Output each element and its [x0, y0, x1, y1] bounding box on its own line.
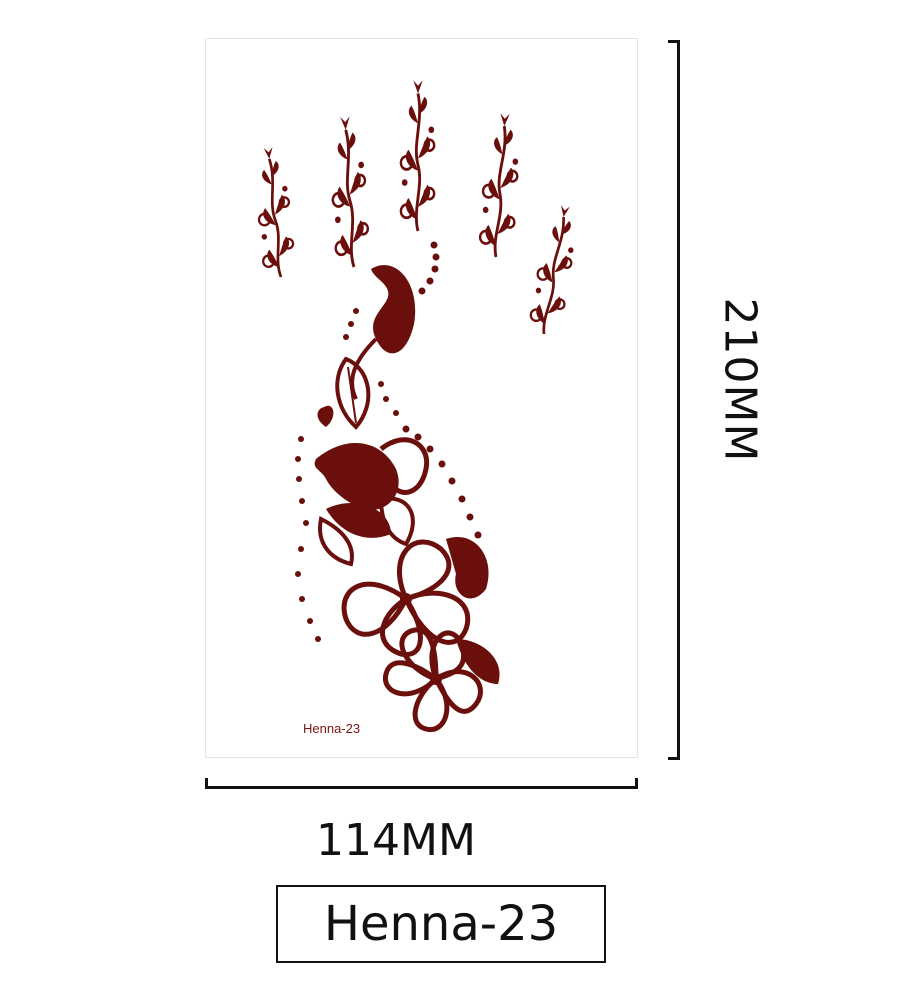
- width-dimension-line: [205, 786, 638, 789]
- width-dimension-tick-right: [635, 778, 638, 789]
- product-name-box: Henna-23: [276, 885, 606, 963]
- width-dimension-label: 114MM: [316, 815, 476, 866]
- height-dimension-tick-top: [668, 40, 680, 43]
- product-name: Henna-23: [323, 896, 559, 952]
- height-dimension-tick-bottom: [668, 757, 680, 760]
- sheet-design-label: Henna-23: [303, 721, 361, 736]
- henna-hand-design-icon: [250, 78, 582, 732]
- width-dimension-tick-left: [205, 778, 208, 789]
- height-dimension-label: 210MM: [714, 297, 766, 463]
- tattoo-sheet: Henna-23: [205, 38, 638, 758]
- height-dimension-line: [677, 40, 680, 760]
